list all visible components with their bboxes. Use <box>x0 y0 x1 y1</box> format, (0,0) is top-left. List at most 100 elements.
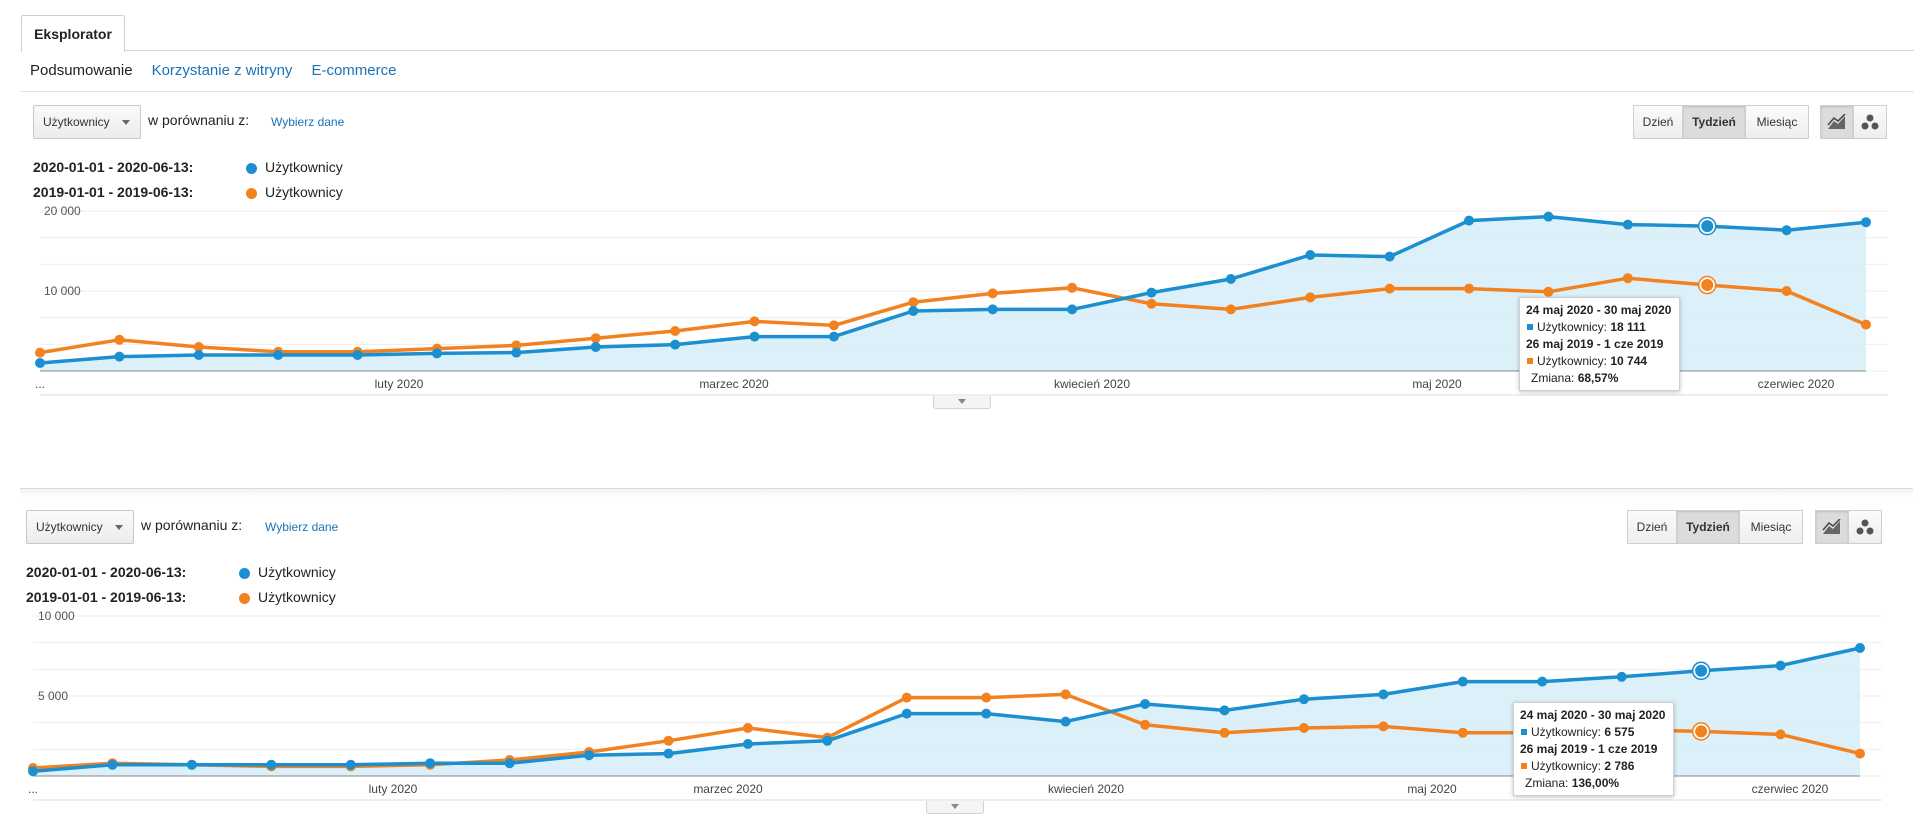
motion-chart-button[interactable] <box>1853 105 1887 139</box>
series-current-point-highlight <box>1699 218 1716 235</box>
motion-chart-button[interactable] <box>1848 510 1882 544</box>
metric-dropdown[interactable]: Użytkownicy <box>26 510 134 544</box>
tooltip-change-value: 136,00% <box>1571 776 1620 790</box>
series-current-point <box>1305 250 1316 260</box>
line-chart-icon <box>1827 114 1846 129</box>
tab-explorer[interactable]: Eksplorator <box>21 15 125 52</box>
series-previous-point <box>663 735 674 746</box>
legend-current-dot <box>239 568 250 579</box>
series-previous-point <box>749 316 760 327</box>
legend-current-range: 2020-01-01 - 2020-06-13: <box>26 564 187 580</box>
tooltip-range-previous: 26 maj 2019 - 1 cze 2019 <box>1526 337 1664 351</box>
x-tick-label: maj 2020 <box>1412 377 1462 391</box>
series-previous-point <box>901 692 912 703</box>
motion-chart-icon <box>1861 114 1879 130</box>
series-current-point <box>352 350 363 360</box>
compare-label: w porównaniu z: <box>141 517 243 533</box>
month-button[interactable]: Miesiąc <box>1745 105 1809 139</box>
series-previous-point <box>1298 723 1309 733</box>
series-current-point <box>1781 225 1792 236</box>
granularity-buttons: Dzień Tydzień Miesiąc <box>1633 105 1809 139</box>
sub-navigation: Podsumowanie Korzystanie z witryny E-com… <box>30 62 396 79</box>
legend-previous-dot <box>239 593 250 604</box>
series-current-point-ring <box>1697 216 1717 236</box>
choose-data-link[interactable]: Wybierz dane <box>271 115 345 129</box>
tooltip-change-value: 68,57% <box>1577 371 1619 385</box>
subnav-ecommerce[interactable]: E-commerce <box>311 62 397 79</box>
series-current-point <box>1861 217 1871 228</box>
series-current-point <box>908 306 919 316</box>
x-tick-label: ... <box>28 782 38 796</box>
granularity-buttons: Dzień Tydzień Miesiąc <box>1627 510 1803 544</box>
series-current-point <box>1140 699 1151 709</box>
series-previous-point <box>1067 282 1078 293</box>
series-current-point <box>742 739 753 749</box>
week-button[interactable]: Tydzień <box>1682 105 1746 139</box>
chart-tooltip: 24 maj 2020 - 30 maj 2020 Użytkownicy: 6… <box>1513 702 1675 796</box>
day-button[interactable]: Dzień <box>1633 105 1683 139</box>
series-current-point <box>1298 694 1309 705</box>
series-current-point <box>345 759 356 770</box>
day-button[interactable]: Dzień <box>1627 510 1677 544</box>
metric-dropdown[interactable]: Użytkownicy <box>33 105 141 139</box>
tooltip-row-current: Użytkownicy: 18 111 <box>1526 319 1671 336</box>
week-button[interactable]: Tydzień <box>1676 510 1740 544</box>
series-current-point <box>193 350 204 360</box>
series-previous-point <box>1457 727 1468 738</box>
y-tick-label: 10 000 <box>38 609 75 623</box>
series-previous-point <box>1384 283 1395 294</box>
x-tick-label: maj 2020 <box>1407 782 1457 796</box>
series-current-point <box>1622 219 1633 230</box>
series-current-point <box>425 758 436 769</box>
series-previous-point <box>1146 298 1157 309</box>
chart-controls: Użytkownicy w porównaniu z: Wybierz dane… <box>0 510 1920 550</box>
collapse-chart-toggle[interactable] <box>933 396 991 409</box>
series-current-point <box>1378 689 1389 700</box>
subnav-summary[interactable]: Podsumowanie <box>30 62 133 79</box>
legend-current-label: Użytkownicy <box>265 159 343 175</box>
series-current-point <box>1775 660 1786 671</box>
choose-data-link[interactable]: Wybierz dane <box>265 520 339 534</box>
chevron-down-icon <box>115 525 123 530</box>
series-previous-point <box>1060 689 1071 700</box>
line-chart-button[interactable] <box>1820 105 1854 139</box>
series-previous-line <box>39 276 1867 355</box>
series-previous-point <box>742 723 753 733</box>
y-tick-label: 10 000 <box>44 284 81 298</box>
legend-current: 2020-01-01 - 2020-06-13: Użytkownicy <box>33 159 433 179</box>
series-previous-point-highlight <box>1693 723 1710 740</box>
series-previous-point <box>1775 729 1786 740</box>
series-current-point <box>828 331 839 342</box>
legend-current: 2020-01-01 - 2020-06-13: Użytkownicy <box>26 564 426 584</box>
series-previous-point <box>670 326 681 336</box>
series-previous-point <box>1378 721 1389 732</box>
motion-chart-icon <box>1856 519 1874 535</box>
series-current-point <box>431 348 442 359</box>
legend-current-label: Użytkownicy <box>258 564 336 580</box>
x-tick-label: marzec 2020 <box>693 782 763 796</box>
x-tick-label: luty 2020 <box>375 377 424 391</box>
series-previous-point <box>1543 286 1554 297</box>
tooltip-metric: Użytkownicy: <box>1537 354 1608 368</box>
tooltip-row-current: Użytkownicy: 6 575 <box>1520 724 1665 741</box>
collapse-chart-toggle[interactable] <box>926 801 984 814</box>
series-current-point <box>822 735 833 746</box>
line-chart-1[interactable]: 10 000 20 000... luty 2020 marzec 2020 kwiec… <box>0 0 1920 440</box>
series-current-point <box>1060 716 1071 727</box>
series-current-line <box>32 646 1861 773</box>
tooltip-value-previous: 10 744 <box>1610 354 1648 368</box>
legend-previous: 2019-01-01 - 2019-06-13: Użytkownicy <box>26 589 426 609</box>
series-previous-point <box>1622 273 1633 284</box>
chart-tooltip: 24 maj 2020 - 30 maj 2020 Użytkownicy: 1… <box>1519 297 1681 391</box>
x-tick-label: kwiecień 2020 <box>1054 377 1130 391</box>
chart-type-buttons <box>1820 105 1887 139</box>
series-current-point <box>749 331 760 342</box>
series-previous-point-highlight <box>1699 277 1716 294</box>
y-tick-label: 5 000 <box>38 689 68 703</box>
series-previous-point-ring <box>1691 722 1711 741</box>
x-tick-label: czerwiec 2020 <box>1758 377 1835 391</box>
month-button[interactable]: Miesiąc <box>1739 510 1803 544</box>
x-tick-label: marzec 2020 <box>699 377 769 391</box>
legend-previous-range: 2019-01-01 - 2019-06-13: <box>26 589 187 605</box>
subnav-site-usage[interactable]: Korzystanie z witryny <box>151 62 293 79</box>
